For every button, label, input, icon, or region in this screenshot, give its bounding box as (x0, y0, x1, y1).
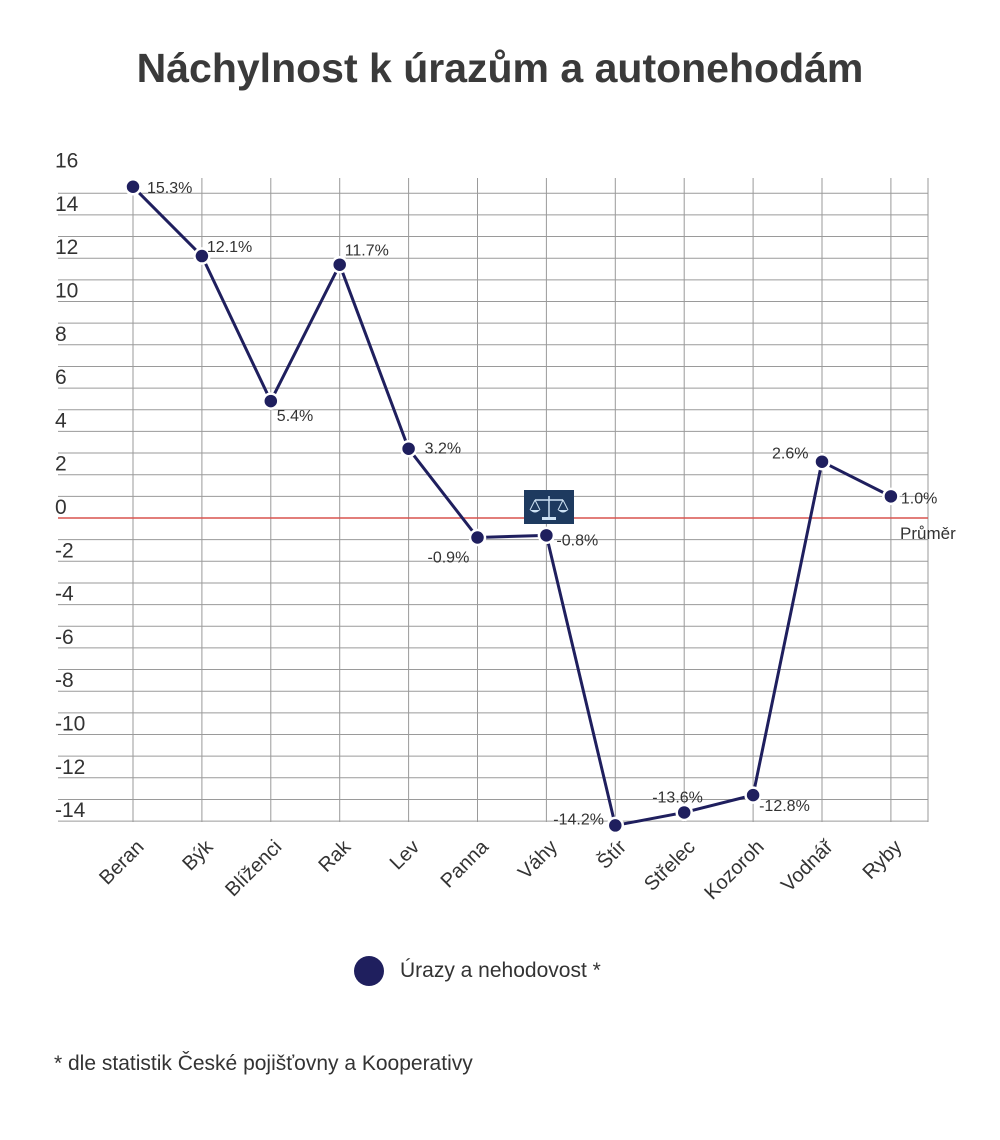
scales-icon-string (534, 499, 541, 511)
x-tick-label: Lev (386, 836, 424, 874)
y-tick-label: 2 (55, 453, 67, 476)
x-tick-label: Beran (95, 836, 148, 889)
data-label: 3.2% (425, 441, 461, 458)
scales-icon-string (562, 499, 569, 511)
data-point (124, 178, 142, 196)
data-label: 11.7% (345, 243, 389, 260)
y-tick-label: 10 (55, 280, 78, 303)
reference-line-label: Průměr (900, 524, 956, 543)
data-point (399, 439, 418, 458)
y-tick-label: 4 (55, 409, 67, 432)
y-tick-label: -6 (55, 626, 74, 649)
series-line (131, 185, 892, 827)
scales-icon (524, 490, 574, 524)
data-label: -14.2% (553, 811, 604, 828)
scales-icon-pan (558, 510, 568, 513)
scales-icon-string (557, 499, 564, 511)
data-label: -12.8% (759, 798, 810, 815)
series-group: 15.3% 12.1% 5.4% 11.7% 3.2% -0.9% -0.8% -14.2% -… (124, 178, 937, 835)
scales-icon-pan (530, 510, 540, 513)
data-label: 2.6% (772, 446, 808, 463)
data-label: -13.6% (652, 789, 703, 806)
y-tick-label: 16 (55, 150, 78, 173)
data-point (813, 452, 831, 471)
y-tick-label: -4 (55, 583, 74, 606)
x-tick-label: Vodnář (777, 835, 838, 896)
scales-icon-string (529, 499, 536, 511)
data-point (330, 255, 349, 274)
x-tick-label: Štír (593, 835, 632, 874)
legend-marker (354, 956, 384, 986)
data-label: 15.3% (147, 180, 192, 197)
x-tick-label: Blíženci (221, 836, 286, 901)
data-point (537, 526, 556, 545)
y-tick-label: 0 (55, 496, 67, 519)
y-tick-label: -12 (55, 756, 85, 779)
data-label: 12.1% (207, 239, 252, 256)
grid (58, 178, 929, 822)
x-tick-label: Býk (178, 835, 218, 875)
data-label: 1.0% (901, 490, 937, 507)
legend-label: Úrazy a nehodovost * (400, 959, 601, 982)
data-label: 5.4% (277, 408, 313, 425)
y-tick-label: -10 (55, 713, 85, 736)
y-tick-label: -14 (55, 799, 86, 822)
y-tick-label: 8 (55, 323, 67, 346)
x-tick-label: Váhy (514, 836, 562, 884)
data-point (675, 803, 693, 822)
y-axis-ticks: 16 14 12 10 8 6 4 2 0 -2 -4 -6 -8 -10 -12 -14 (55, 150, 86, 822)
data-point (468, 528, 487, 547)
data-label: -0.8% (556, 532, 598, 549)
x-axis-ticks: Beran Býk Blíženci Rak Lev Panna Váhy Štír Střel… (95, 835, 906, 904)
legend: Úrazy a nehodovost * (354, 956, 601, 986)
chart-title: Náchylnost k úrazům a autonehodám (136, 45, 864, 91)
x-tick-label: Panna (437, 835, 494, 892)
data-point (606, 816, 625, 835)
scales-icon-base (542, 517, 556, 520)
y-tick-label: 6 (55, 366, 67, 389)
icon-layer (524, 490, 574, 524)
reference-line-group: Průměr (58, 517, 956, 543)
y-tick-label: 12 (55, 236, 78, 259)
x-tick-label: Kozoroh (700, 836, 768, 904)
data-label: -0.9% (428, 549, 470, 566)
data-point (882, 487, 900, 506)
y-tick-label: -8 (55, 669, 74, 692)
y-tick-label: -2 (55, 539, 74, 562)
x-tick-label: Střelec (640, 836, 700, 896)
data-point (262, 392, 280, 410)
footnote: * dle statistik České pojišťovny a Koope… (54, 1052, 473, 1075)
x-tick-label: Ryby (859, 836, 907, 884)
y-tick-label: 14 (55, 193, 79, 216)
data-point (744, 786, 762, 804)
x-tick-label: Rak (315, 835, 356, 876)
data-point (193, 247, 211, 265)
